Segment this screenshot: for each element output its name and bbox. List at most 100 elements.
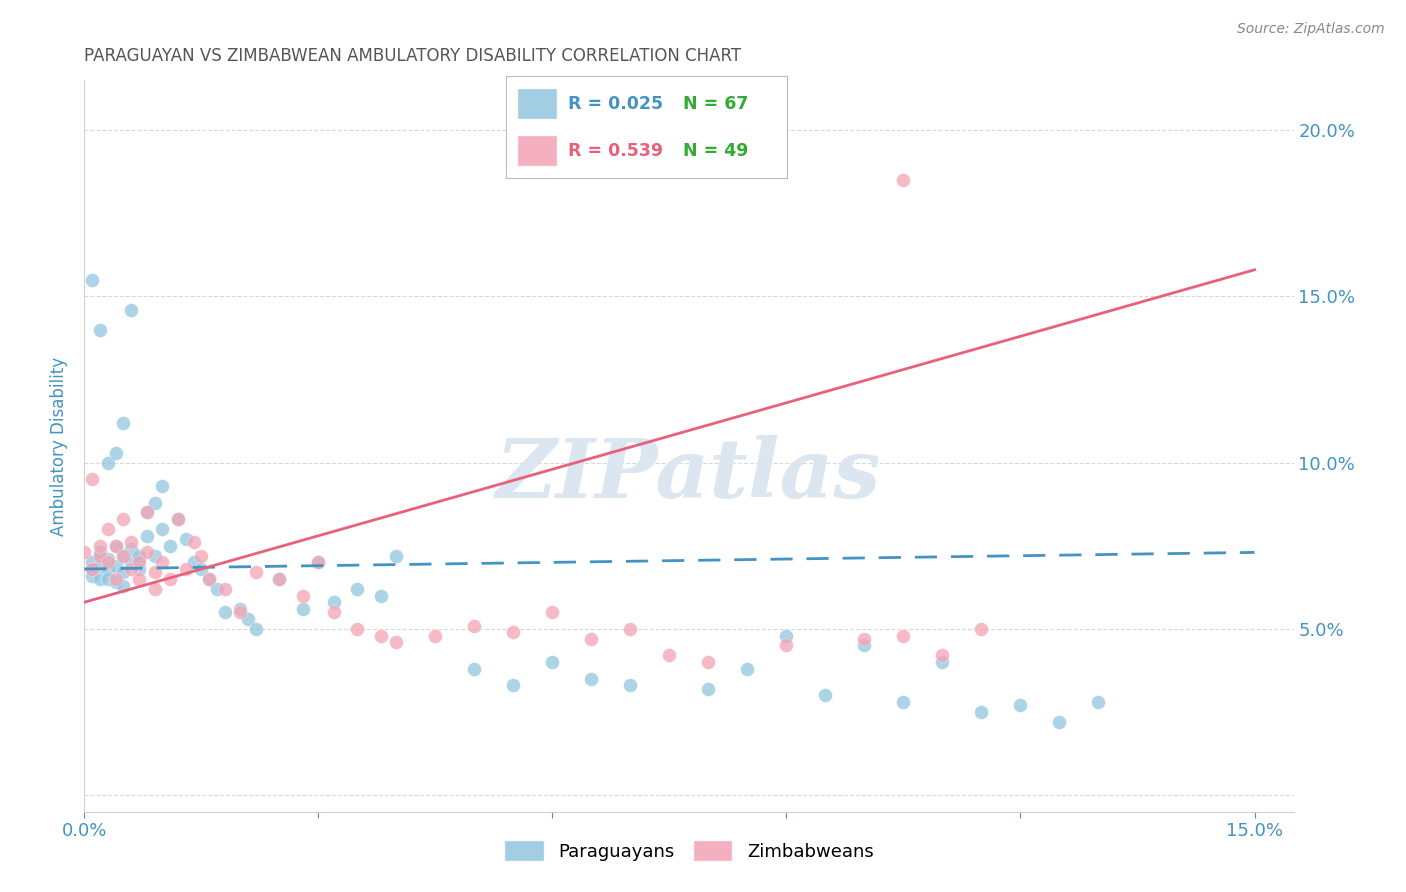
Point bbox=[89, 549, 111, 563]
Point bbox=[89, 539, 111, 553]
Point bbox=[385, 635, 408, 649]
Point bbox=[775, 628, 797, 642]
Text: R = 0.025: R = 0.025 bbox=[568, 95, 664, 112]
Point bbox=[307, 555, 329, 569]
Point bbox=[970, 705, 993, 719]
Point bbox=[619, 622, 641, 636]
Point bbox=[174, 532, 197, 546]
Point bbox=[214, 582, 236, 596]
Point bbox=[82, 273, 104, 287]
Point bbox=[112, 549, 135, 563]
Point bbox=[541, 655, 564, 669]
Point bbox=[73, 545, 96, 559]
Y-axis label: Ambulatory Disability: Ambulatory Disability bbox=[49, 357, 67, 535]
Point bbox=[346, 582, 368, 596]
Text: N = 67: N = 67 bbox=[683, 95, 748, 112]
Text: ZIPatlas: ZIPatlas bbox=[496, 435, 882, 516]
Point bbox=[159, 539, 181, 553]
Bar bbox=[517, 136, 557, 166]
Point bbox=[120, 555, 142, 569]
Point bbox=[425, 628, 447, 642]
Point bbox=[1087, 695, 1109, 709]
Point bbox=[143, 566, 166, 580]
Point bbox=[89, 572, 111, 586]
Point bbox=[183, 555, 205, 569]
Point bbox=[97, 572, 120, 586]
Point bbox=[82, 555, 104, 569]
Point bbox=[112, 566, 135, 580]
Point bbox=[128, 562, 150, 576]
Text: PARAGUAYAN VS ZIMBABWEAN AMBULATORY DISABILITY CORRELATION CHART: PARAGUAYAN VS ZIMBABWEAN AMBULATORY DISA… bbox=[84, 47, 741, 65]
Point bbox=[135, 506, 157, 520]
Point bbox=[1010, 698, 1032, 713]
Point bbox=[128, 552, 150, 566]
Point bbox=[893, 173, 915, 187]
Point bbox=[307, 555, 329, 569]
Point bbox=[97, 552, 120, 566]
Point bbox=[89, 549, 111, 563]
Point bbox=[143, 582, 166, 596]
Point bbox=[463, 618, 485, 632]
Point bbox=[291, 589, 314, 603]
Point bbox=[167, 512, 190, 526]
Point bbox=[229, 602, 252, 616]
Point bbox=[89, 545, 111, 559]
Point bbox=[775, 639, 797, 653]
Point bbox=[697, 655, 720, 669]
Legend: Paraguayans, Zimbabweans: Paraguayans, Zimbabweans bbox=[498, 833, 880, 869]
Point bbox=[97, 522, 120, 536]
Point bbox=[135, 529, 157, 543]
Point bbox=[245, 622, 267, 636]
Point bbox=[853, 632, 876, 646]
Point bbox=[104, 539, 127, 553]
Point bbox=[541, 605, 564, 619]
Point bbox=[112, 416, 135, 430]
Point bbox=[370, 628, 392, 642]
Point bbox=[82, 472, 104, 486]
Point bbox=[214, 605, 236, 619]
Point bbox=[931, 648, 953, 663]
Point bbox=[385, 549, 408, 563]
Point bbox=[112, 512, 135, 526]
Point bbox=[463, 662, 485, 676]
Point bbox=[238, 612, 260, 626]
Text: R = 0.539: R = 0.539 bbox=[568, 142, 664, 160]
Point bbox=[502, 625, 524, 640]
Point bbox=[893, 695, 915, 709]
Point bbox=[291, 602, 314, 616]
Point bbox=[893, 628, 915, 642]
Point bbox=[120, 535, 142, 549]
Text: Source: ZipAtlas.com: Source: ZipAtlas.com bbox=[1237, 22, 1385, 37]
Point bbox=[128, 555, 150, 569]
Point bbox=[104, 558, 127, 573]
Point bbox=[82, 568, 104, 582]
Point bbox=[82, 562, 104, 576]
Point bbox=[814, 689, 837, 703]
Point bbox=[89, 323, 111, 337]
Point bbox=[89, 558, 111, 573]
Point bbox=[619, 678, 641, 692]
Point bbox=[174, 562, 197, 576]
Point bbox=[82, 562, 104, 576]
Point bbox=[150, 479, 173, 493]
Point bbox=[229, 605, 252, 619]
Point bbox=[167, 512, 190, 526]
Point bbox=[697, 681, 720, 696]
Point bbox=[1049, 714, 1071, 729]
Point bbox=[159, 572, 181, 586]
Point bbox=[183, 535, 205, 549]
Point bbox=[502, 678, 524, 692]
Point bbox=[112, 579, 135, 593]
Point bbox=[112, 549, 135, 563]
Point bbox=[205, 582, 228, 596]
Point bbox=[120, 562, 142, 576]
Point bbox=[150, 555, 173, 569]
Point bbox=[323, 595, 346, 609]
Point bbox=[853, 639, 876, 653]
Point bbox=[104, 445, 127, 459]
Text: N = 49: N = 49 bbox=[683, 142, 748, 160]
Point bbox=[737, 662, 759, 676]
Point bbox=[104, 539, 127, 553]
Point bbox=[120, 302, 142, 317]
Point bbox=[128, 549, 150, 563]
